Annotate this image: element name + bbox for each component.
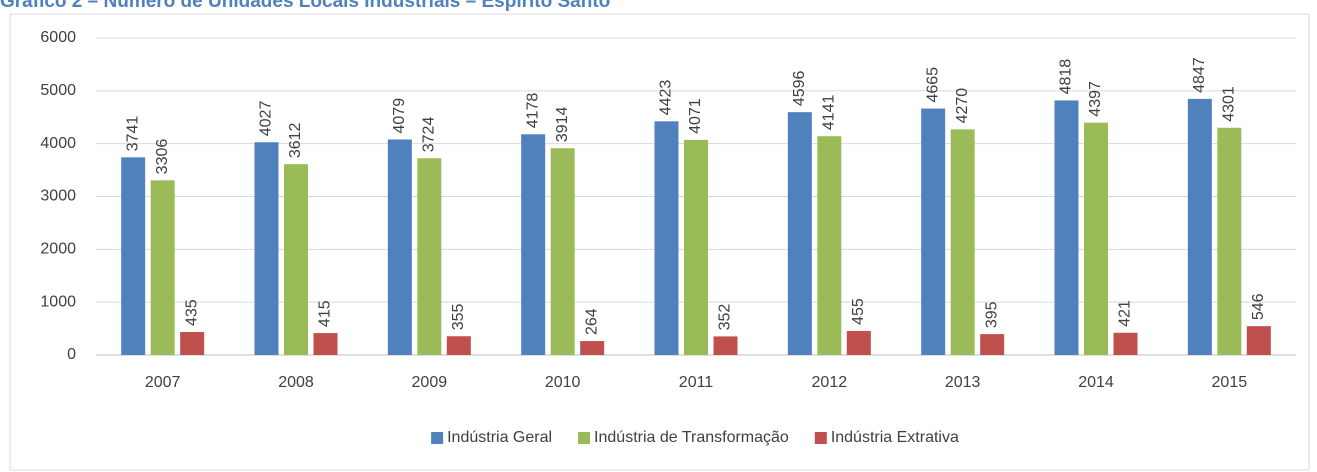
- bar: [950, 129, 975, 355]
- bar: [817, 136, 842, 355]
- y-tick-label: 6000: [40, 29, 76, 46]
- data-label: 4423: [658, 80, 675, 116]
- x-tick-label: 2009: [412, 374, 448, 391]
- data-label: 395: [983, 301, 1000, 328]
- bar: [121, 157, 146, 355]
- legend-label: Indústria Extrativa: [831, 429, 959, 446]
- data-label: 3306: [154, 139, 171, 175]
- bar: [1217, 127, 1242, 356]
- x-tick-label: 2014: [1078, 374, 1114, 391]
- data-label: 435: [183, 299, 200, 326]
- data-label: 421: [1117, 300, 1134, 327]
- bar: [1246, 326, 1271, 355]
- bar: [446, 336, 471, 355]
- bar: [580, 341, 605, 355]
- data-label: 4178: [524, 93, 541, 129]
- bar: [1187, 98, 1212, 355]
- data-label: 3914: [554, 107, 571, 143]
- legend-label: Indústria Geral: [447, 429, 552, 446]
- y-tick-label: 1000: [40, 293, 76, 310]
- data-label: 3612: [287, 122, 304, 158]
- data-label: 4079: [391, 98, 408, 134]
- data-label: 4301: [1221, 86, 1238, 122]
- data-label: 355: [450, 303, 467, 330]
- data-label: 546: [1250, 293, 1267, 320]
- bar: [980, 334, 1005, 355]
- bar: [654, 121, 679, 355]
- x-tick-label: 2007: [145, 374, 181, 391]
- y-tick-label: 0: [67, 346, 76, 363]
- x-tick-label: 2012: [812, 374, 848, 391]
- y-tick-label: 5000: [40, 82, 76, 99]
- chart-title: Gráfico 2 – Número de Unidades Locais In…: [0, 0, 610, 12]
- data-label: 4027: [258, 101, 275, 137]
- bar: [180, 332, 205, 355]
- legend-swatch: [578, 432, 591, 444]
- bar: [846, 330, 871, 355]
- data-label: 455: [850, 298, 867, 325]
- bar: [1054, 100, 1079, 355]
- data-label: 4141: [821, 95, 838, 131]
- bar: [387, 139, 412, 355]
- data-label: 4847: [1191, 57, 1208, 93]
- x-tick-label: 2015: [1212, 374, 1248, 391]
- x-tick-label: 2013: [945, 374, 981, 391]
- bar: [254, 142, 279, 355]
- bar: [550, 148, 575, 355]
- y-tick-label: 3000: [40, 188, 76, 205]
- bar: [284, 164, 308, 355]
- y-tick-label: 2000: [40, 241, 76, 258]
- bar: [713, 336, 738, 355]
- bar: [521, 134, 546, 355]
- data-label: 3741: [124, 116, 141, 152]
- bar: [417, 158, 442, 355]
- bar: [787, 112, 812, 355]
- bar: [1084, 122, 1108, 355]
- data-label: 3724: [421, 117, 438, 153]
- x-tick-label: 2010: [545, 374, 581, 391]
- data-label: 352: [717, 304, 734, 331]
- bar: [921, 108, 946, 355]
- legend-label: Indústria de Transformação: [594, 429, 789, 446]
- bar: [150, 180, 175, 355]
- data-label: 4071: [687, 98, 704, 134]
- data-label: 4665: [924, 67, 941, 103]
- bar: [1113, 332, 1138, 355]
- x-tick-label: 2008: [278, 374, 314, 391]
- bar: [684, 139, 708, 355]
- y-tick-label: 4000: [40, 135, 76, 152]
- bar: [313, 333, 338, 355]
- legend-swatch: [431, 432, 444, 444]
- data-label: 4397: [1087, 81, 1104, 117]
- data-label: 4818: [1058, 59, 1075, 95]
- legend-swatch: [814, 432, 827, 444]
- data-label: 264: [583, 308, 600, 335]
- data-label: 4270: [954, 88, 971, 124]
- data-label: 4596: [791, 70, 808, 106]
- x-tick-label: 2011: [679, 374, 714, 391]
- data-label: 415: [317, 300, 334, 327]
